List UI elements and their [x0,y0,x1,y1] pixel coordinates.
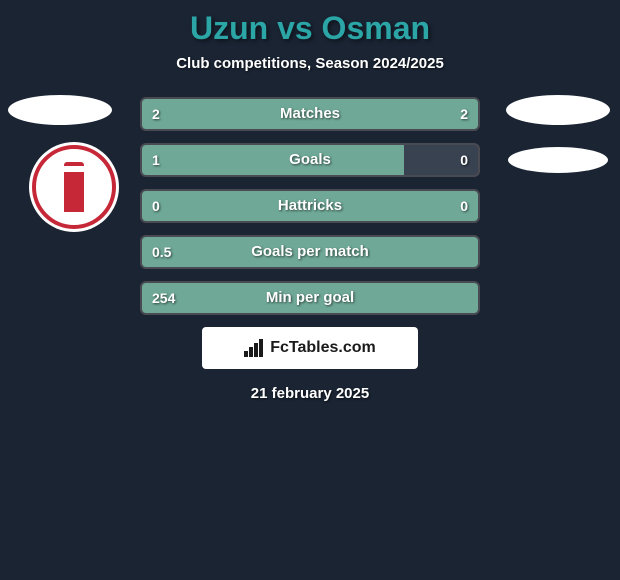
stat-label: Matches [142,99,478,129]
brand-badge[interactable]: FcTables.com [202,327,418,369]
stat-label: Hattricks [142,191,478,221]
stat-label: Goals [142,145,478,175]
player-right-avatar [506,95,610,125]
generated-date: 21 february 2025 [0,385,620,402]
stat-label: Min per goal [142,283,478,313]
chart-icon [244,339,264,357]
player-left-avatar [8,95,112,125]
player-right-club [508,147,608,173]
stat-row: 0.5Goals per match [140,235,480,269]
stat-label: Goals per match [142,237,478,267]
comparison-chart: 22Matches 10Goals 00Hattricks 0.5Goals per … [0,97,620,402]
stat-row: 22Matches [140,97,480,131]
stat-bars: 22Matches 10Goals 00Hattricks 0.5Goals per … [140,97,480,315]
stat-row: 00Hattricks [140,189,480,223]
subtitle: Club competitions, Season 2024/2025 [0,55,620,72]
page-title: Uzun vs Osman [0,0,620,47]
stat-row: 254Min per goal [140,281,480,315]
brand-label: FcTables.com [270,339,376,357]
player-left-club-logo [29,142,119,232]
stat-row: 10Goals [140,143,480,177]
antalyaspor-icon [32,145,116,229]
